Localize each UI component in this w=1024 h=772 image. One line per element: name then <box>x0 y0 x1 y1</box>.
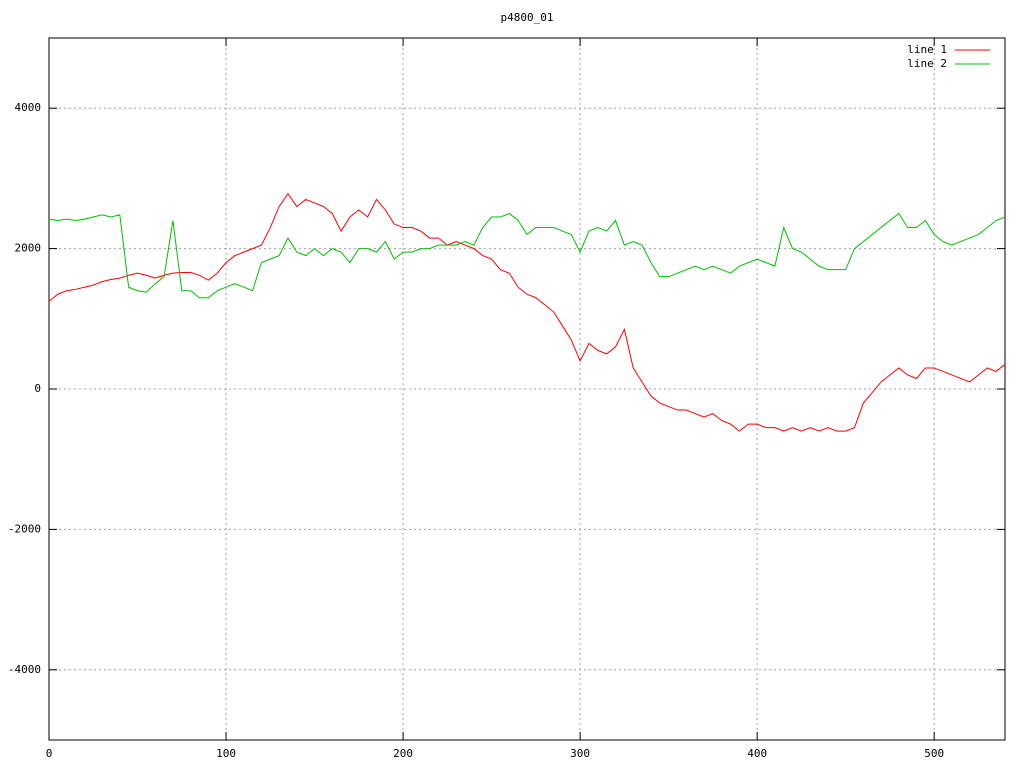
x-tick-label: 500 <box>924 747 944 760</box>
plot-frame <box>48 37 1006 741</box>
series-line <box>48 192 1006 432</box>
legend-label: line 1 <box>907 43 947 56</box>
y-tick-label: 0 <box>34 382 41 395</box>
chart-title: p4800_01 <box>501 11 554 24</box>
x-tick-label: 100 <box>216 747 236 760</box>
x-tick-label: 300 <box>570 747 590 760</box>
series-line <box>48 212 1006 299</box>
y-tick-label: 2000 <box>15 242 42 255</box>
x-tick-label: 400 <box>747 747 767 760</box>
y-tick-label: -2000 <box>8 522 41 535</box>
legend-label: line 2 <box>907 57 947 70</box>
x-tick-label: 200 <box>393 747 413 760</box>
y-tick-label: -4000 <box>8 663 41 676</box>
y-tick-label: 4000 <box>15 101 42 114</box>
x-tick-label: 0 <box>46 747 53 760</box>
